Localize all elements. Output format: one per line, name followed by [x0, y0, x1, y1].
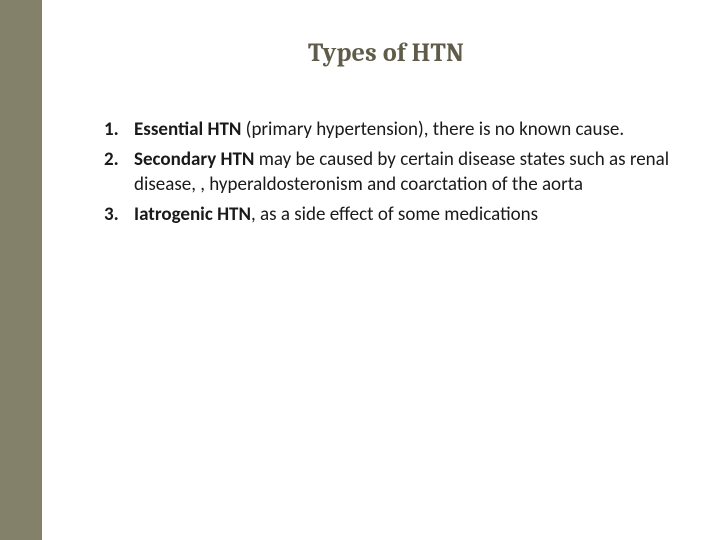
list-item: Iatrogenic HTN, as a side effect of some… — [100, 203, 672, 227]
list-item-rest: (primary hypertension), there is no know… — [241, 118, 624, 141]
list-item: Essential HTN (primary hypertension), th… — [100, 118, 672, 142]
list-item-lead: Iatrogenic HTN — [134, 203, 251, 226]
list-item-lead: Secondary HTN — [134, 148, 254, 171]
slide-content: Types of HTN Essential HTN (primary hype… — [42, 0, 720, 540]
list-item-lead: Essential HTN — [134, 118, 241, 141]
list-item-rest: , as a side effect of some medications — [251, 203, 538, 226]
types-list: Essential HTN (primary hypertension), th… — [100, 118, 672, 227]
slide-title: Types of HTN — [100, 38, 672, 68]
list-item: Secondary HTN may be caused by certain d… — [100, 148, 672, 197]
slide-sidebar — [0, 0, 42, 540]
